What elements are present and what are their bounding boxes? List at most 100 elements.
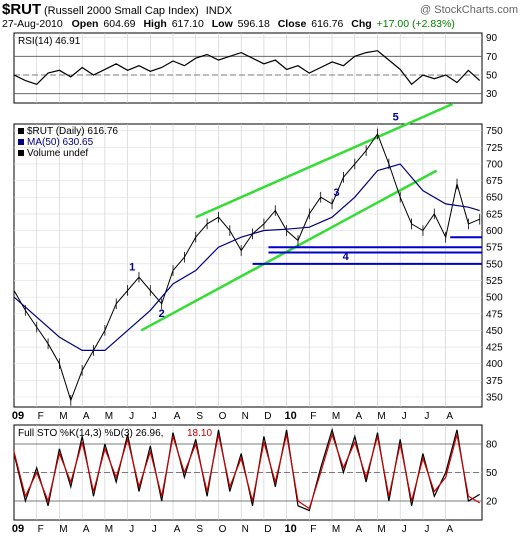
- price-legend-swatch: [18, 128, 24, 134]
- stochastic-legend-entry: 18.10: [187, 428, 212, 439]
- stochastic-x-tick-label: A: [174, 524, 181, 535]
- price-x-tick-label: 10: [284, 410, 296, 422]
- price-x-tick-label: J: [152, 411, 157, 422]
- price-series-line-1: [13, 163, 480, 351]
- price-x-tick-label: M: [332, 411, 340, 422]
- price-x-tick-label: S: [196, 411, 203, 422]
- low-value: 596.18: [238, 18, 270, 30]
- stochastic-x-tick-label: A: [355, 524, 362, 535]
- chg-value: +17.00 (+2.83%): [377, 18, 455, 30]
- price-legend-swatch: [18, 139, 24, 145]
- price-x-tick-label: M: [377, 411, 385, 422]
- price-y-tick-label: 400: [486, 359, 503, 370]
- price-y-tick-label: 575: [486, 243, 503, 254]
- stochastic-x-tick-label: O: [219, 524, 227, 535]
- mark-layer: [13, 50, 482, 512]
- wave-label-1: 1: [129, 261, 135, 273]
- price-x-tick-label: 09: [12, 410, 24, 422]
- rsi-panel: [13, 32, 483, 104]
- stochastic-y-tick-label: 80: [486, 440, 498, 451]
- stochastic-x-tick-label: J: [424, 524, 429, 535]
- price-y-tick-label: 350: [486, 393, 503, 404]
- stochastic-x-tick-label: M: [105, 524, 113, 535]
- price-x-tick-label: J: [129, 411, 134, 422]
- price-y-tick-label: 725: [486, 143, 503, 154]
- price-x-tick-label: N: [242, 411, 249, 422]
- price-x-tick-label: M: [59, 411, 67, 422]
- grid-layer: [14, 33, 482, 520]
- chg-label: Chg: [351, 18, 371, 30]
- stochastic-x-tick-label: J: [152, 524, 157, 535]
- stochastic-x-tick-label: M: [377, 524, 385, 535]
- wave-label-4: 4: [343, 251, 350, 263]
- price-x-tick-label: M: [105, 411, 113, 422]
- price-legend-swatch: [18, 150, 24, 156]
- stochastic-x-tick-label: S: [196, 524, 203, 535]
- stochastic-x-tick-label: A: [446, 524, 453, 535]
- price-y-tick-label: 475: [486, 309, 503, 320]
- stochastic-x-tick-label: J: [402, 524, 407, 535]
- open-value: 604.69: [103, 18, 135, 30]
- price-y-tick-label: 450: [486, 326, 503, 337]
- price-x-tick-label: D: [264, 411, 271, 422]
- price-x-tick-label: J: [424, 411, 429, 422]
- price-y-tick-label: 525: [486, 276, 503, 287]
- rsi-y-tick-label: 30: [486, 89, 498, 100]
- stochastic-x-tick-label: A: [83, 524, 90, 535]
- trend-line: [140, 169, 438, 332]
- close-label: Close: [278, 18, 307, 30]
- quote-date: 27-Aug-2010: [2, 18, 63, 30]
- price-x-tick-label: F: [38, 411, 44, 422]
- stochastic-x-tick-label: N: [242, 524, 249, 535]
- price-legend-entry: $RUT (Daily) 616.76: [27, 126, 118, 137]
- price-y-tick-label: 550: [486, 259, 503, 270]
- close-value: 616.76: [311, 18, 343, 30]
- stochastic-x-tick-label: M: [332, 524, 340, 535]
- price-legend-entry: Volume undef: [27, 148, 88, 159]
- stochastic-x-tick-label: 09: [12, 523, 24, 535]
- price-y-tick-label: 625: [486, 209, 503, 220]
- rsi-y-tick-label: 90: [486, 33, 498, 44]
- wave-label-3: 3: [334, 187, 340, 199]
- stochastic-legend-entry: Full STO %K(14,3) %D(3) 26.96,: [18, 428, 163, 439]
- price-y-tick-label: 750: [486, 126, 503, 137]
- price-y-tick-label: 600: [486, 226, 503, 237]
- rsi-y-tick-label: 50: [486, 71, 498, 82]
- price-y-tick-label: 650: [486, 193, 503, 204]
- chart-index-name: (Russell 2000 Small Cap Index) INDX: [44, 5, 233, 17]
- stochastic-x-tick-label: 10: [284, 523, 296, 535]
- index-name: (Russell 2000 Small Cap Index): [44, 5, 199, 17]
- price-x-tick-label: O: [219, 411, 227, 422]
- exchange-label: INDX: [206, 5, 233, 17]
- stochastic-x-tick-label: J: [129, 524, 134, 535]
- chart-symbol: $RUT: [2, 1, 41, 18]
- rsi-legend: RSI(14) 46.91: [18, 36, 81, 47]
- price-x-tick-label: A: [83, 411, 90, 422]
- stochastic-x-tick-label: F: [310, 524, 316, 535]
- low-label: Low: [212, 18, 234, 30]
- quote-line: 27-Aug-2010 Open 604.69 High 617.10 Low …: [2, 18, 455, 30]
- price-x-tick-label: A: [355, 411, 362, 422]
- wave-label-2: 2: [159, 308, 165, 320]
- stochastic-y-tick-label: 20: [486, 497, 498, 508]
- price-y-tick-label: 675: [486, 176, 503, 187]
- stochastic-x-tick-label: D: [264, 524, 271, 535]
- price-y-tick-label: 425: [486, 343, 503, 354]
- price-legend-entry: MA(50) 630.65: [27, 137, 94, 148]
- price-x-tick-label: A: [174, 411, 181, 422]
- stochastic-x-tick-label: M: [59, 524, 67, 535]
- stochastic-series-line-1: [13, 432, 481, 510]
- price-panel: [13, 123, 483, 408]
- trend-line: [195, 102, 453, 219]
- price-y-tick-label: 375: [486, 376, 503, 387]
- high-value: 617.10: [172, 18, 204, 30]
- stochastic-x-tick-label: F: [38, 524, 44, 535]
- rsi-y-tick-label: 70: [486, 52, 498, 63]
- stochastic-y-tick-label: 50: [486, 468, 498, 479]
- price-y-tick-label: 700: [486, 159, 503, 170]
- price-series-line-0: [13, 132, 480, 402]
- rsi-series-line-0: [13, 50, 481, 86]
- high-label: High: [143, 18, 166, 30]
